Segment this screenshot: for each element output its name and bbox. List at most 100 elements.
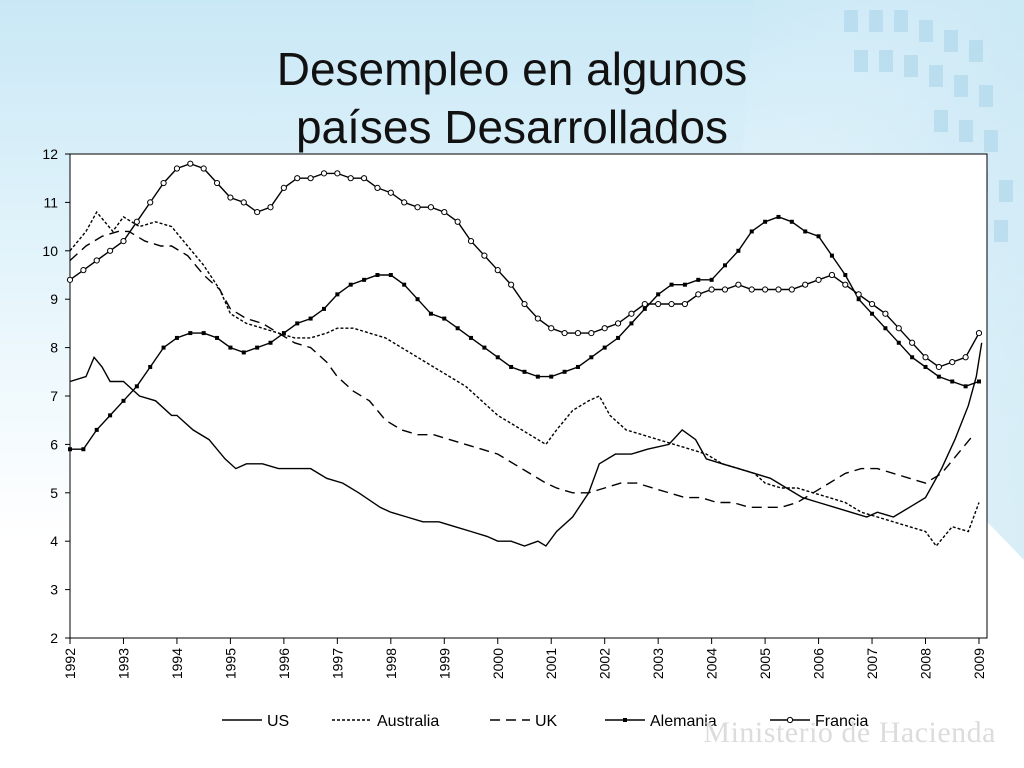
data-point-francia xyxy=(320,170,328,177)
data-point-alemania xyxy=(188,331,193,336)
data-point-francia xyxy=(374,184,381,191)
data-point-alemania xyxy=(335,292,340,297)
data-point-francia xyxy=(574,329,582,337)
data-point-francia xyxy=(227,194,234,201)
x-tick-label: 1995 xyxy=(222,648,238,679)
x-tick-label: 2000 xyxy=(490,648,506,679)
data-point-alemania xyxy=(616,335,621,340)
data-point-francia xyxy=(909,339,916,346)
data-point-francia xyxy=(280,184,287,191)
data-point-francia xyxy=(628,310,635,317)
data-point-francia xyxy=(494,267,501,274)
data-point-alemania xyxy=(388,273,393,277)
y-tick-label: 11 xyxy=(43,194,58,210)
x-tick-label: 1992 xyxy=(62,648,78,679)
data-point-francia xyxy=(922,354,929,361)
data-point-alemania xyxy=(94,427,99,432)
data-point-alemania xyxy=(562,369,567,374)
data-point-alemania xyxy=(281,331,286,336)
data-point-francia xyxy=(588,329,595,337)
data-point-francia xyxy=(655,300,662,308)
data-point-alemania xyxy=(923,364,928,369)
data-point-alemania xyxy=(602,345,607,350)
legend-label-alemania: Alemania xyxy=(650,713,717,730)
data-point-francia xyxy=(882,310,889,317)
data-point-alemania xyxy=(241,350,246,355)
data-point-alemania xyxy=(829,253,834,258)
data-point-alemania xyxy=(215,335,220,340)
data-point-alemania xyxy=(803,229,808,234)
data-point-francia xyxy=(200,165,207,172)
data-point-francia xyxy=(534,315,541,322)
data-point-alemania xyxy=(482,345,487,350)
data-point-francia xyxy=(133,218,140,225)
data-point-francia xyxy=(895,325,902,332)
data-point-alemania xyxy=(509,364,514,369)
data-point-alemania xyxy=(963,384,968,389)
x-tick-label: 1999 xyxy=(436,648,452,679)
data-point-alemania xyxy=(348,282,353,287)
data-point-francia xyxy=(93,257,100,264)
data-point-francia xyxy=(788,286,795,293)
y-tick-label: 4 xyxy=(50,533,58,549)
data-point-francia xyxy=(240,199,247,206)
data-point-alemania xyxy=(68,447,72,452)
slide-title-line-2: países Desarrollados xyxy=(295,101,729,153)
data-point-alemania xyxy=(201,331,206,336)
x-tick-label: 2002 xyxy=(597,648,613,679)
y-tick-label: 12 xyxy=(42,146,58,162)
data-point-francia xyxy=(360,175,368,182)
y-tick-label: 7 xyxy=(50,388,58,404)
data-point-alemania xyxy=(763,219,768,224)
series-line-uk xyxy=(69,230,975,508)
data-point-alemania xyxy=(415,297,420,302)
x-tick-label: 2009 xyxy=(971,648,987,679)
data-point-francia xyxy=(721,286,729,293)
data-point-alemania xyxy=(629,321,634,326)
data-point-francia xyxy=(521,300,528,308)
data-point-francia xyxy=(949,359,956,366)
slide-title-line-1: Desempleo en algunos xyxy=(276,43,748,95)
data-point-alemania xyxy=(896,340,901,345)
data-point-alemania xyxy=(134,384,139,389)
data-point-alemania xyxy=(709,277,714,282)
data-point-alemania xyxy=(976,379,981,384)
data-point-francia xyxy=(935,363,942,371)
data-point-francia xyxy=(868,300,876,308)
data-point-francia xyxy=(962,354,969,361)
data-point-alemania xyxy=(161,345,166,350)
ministry-watermark: Ministerio de Hacienda xyxy=(703,716,996,749)
data-point-francia xyxy=(80,267,87,274)
legend-label-francia: Francia xyxy=(815,713,868,730)
data-point-francia xyxy=(66,276,74,283)
data-point-francia xyxy=(975,329,983,337)
legend-marker-alemania xyxy=(623,718,627,722)
data-point-alemania xyxy=(362,277,367,282)
y-tick-label: 6 xyxy=(50,436,58,452)
y-tick-label: 9 xyxy=(50,291,58,307)
x-tick-label: 1994 xyxy=(169,648,185,679)
data-point-francia xyxy=(815,276,822,283)
data-point-francia xyxy=(681,300,688,308)
data-point-alemania xyxy=(148,364,153,369)
data-point-alemania xyxy=(469,335,474,340)
data-point-alemania xyxy=(789,219,794,224)
legend-label-us: US xyxy=(267,713,289,730)
data-point-alemania xyxy=(776,214,781,219)
x-tick-label: 2005 xyxy=(757,648,773,679)
y-tick-label: 3 xyxy=(50,582,58,598)
data-point-francia xyxy=(762,286,769,293)
data-point-alemania xyxy=(228,345,233,350)
data-point-francia xyxy=(695,291,702,298)
x-tick-label: 2001 xyxy=(543,648,559,679)
data-point-alemania xyxy=(402,282,407,287)
data-point-alemania xyxy=(255,345,260,350)
data-point-alemania xyxy=(428,311,433,316)
data-point-francia xyxy=(735,281,742,288)
data-point-francia xyxy=(401,199,408,206)
data-point-francia xyxy=(561,329,568,337)
data-point-alemania xyxy=(910,355,915,360)
data-point-alemania xyxy=(883,326,888,331)
data-point-alemania xyxy=(495,355,500,360)
